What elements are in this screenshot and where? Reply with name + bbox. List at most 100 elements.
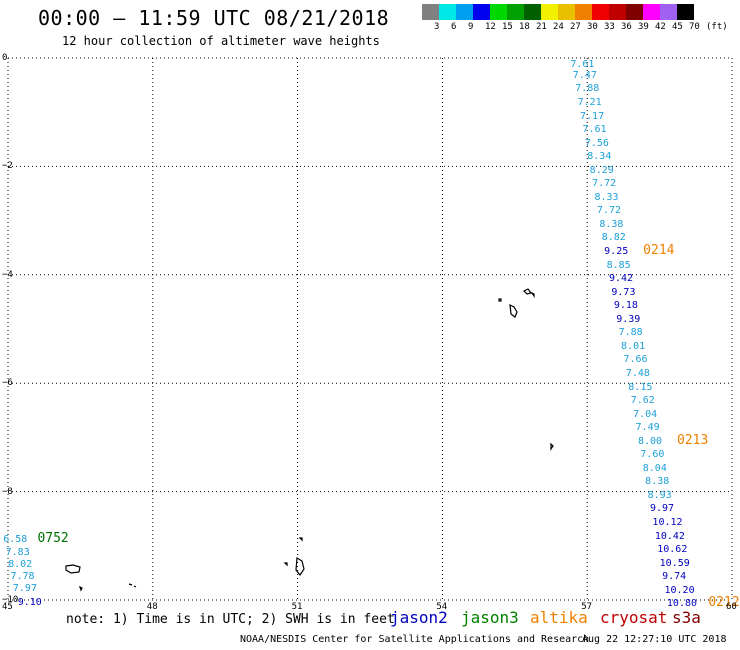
satellite-altika: altika bbox=[530, 608, 588, 627]
x-tick-label: 45 bbox=[2, 602, 13, 612]
wave-height-label: 7.88 bbox=[618, 327, 643, 339]
wave-height-label: 7.49 bbox=[635, 422, 660, 434]
wave-height-label: 7.17 bbox=[580, 110, 605, 122]
island-mahe bbox=[509, 303, 518, 318]
legend-swatch bbox=[677, 4, 694, 20]
wave-height-label: 7.47 bbox=[572, 69, 597, 81]
legend-label: 12 bbox=[485, 22, 496, 32]
wave-height-label: 9.25 bbox=[604, 246, 629, 258]
wave-height-label: 8.01 bbox=[621, 340, 646, 352]
x-tick-label: 54 bbox=[436, 602, 448, 612]
x-tick-label: 48 bbox=[146, 602, 158, 612]
legend-swatch bbox=[643, 4, 660, 20]
wave-height-label: 10.59 bbox=[659, 557, 690, 569]
legend-swatch bbox=[490, 4, 507, 20]
wave-height-label: 9.42 bbox=[608, 273, 634, 285]
legend-label: 3 bbox=[434, 22, 440, 32]
y-tick-label: 0 bbox=[2, 53, 8, 63]
legend-swatch bbox=[575, 4, 592, 20]
wave-height-label: 10.12 bbox=[652, 517, 683, 529]
legend-swatch bbox=[592, 4, 609, 20]
island-farquhar bbox=[295, 556, 305, 577]
legend-swatch bbox=[439, 4, 456, 20]
pass-time-label: 0213 bbox=[676, 432, 709, 448]
satellite-jason2: jason2 bbox=[390, 608, 448, 627]
legend-label: 27 bbox=[570, 22, 581, 32]
wave-height-label: 8.85 bbox=[606, 259, 631, 271]
y-tick-label: −4 bbox=[2, 269, 13, 280]
legend-swatch bbox=[524, 4, 541, 20]
wave-height-label: 10.80 bbox=[666, 598, 698, 610]
legend-swatch bbox=[558, 4, 575, 20]
legend-label: 21 bbox=[536, 22, 547, 32]
wave-height-label: 7.61 bbox=[570, 59, 595, 71]
wave-height-label: 7.04 bbox=[633, 408, 658, 420]
wave-height-label: 7.78 bbox=[10, 571, 35, 583]
legend-swatch bbox=[609, 4, 626, 20]
wave-height-label: 7.56 bbox=[584, 137, 609, 149]
x-tick-label: 51 bbox=[291, 602, 303, 612]
legend-label: 36 bbox=[621, 22, 632, 32]
legend-swatch bbox=[660, 4, 677, 20]
pass-time-label: 0214 bbox=[643, 243, 675, 259]
pass-time-label: 0212 bbox=[708, 595, 740, 611]
y-tick-label: −2 bbox=[2, 161, 13, 172]
wave-height-label: 8.82 bbox=[601, 232, 626, 244]
wave-height-label: 8.38 bbox=[599, 218, 624, 230]
x-tick-label: 57 bbox=[581, 602, 593, 612]
generated-timestamp: Aug 22 12:27:10 UTC 2018 bbox=[582, 634, 727, 645]
wave-height-label: 9.74 bbox=[662, 571, 687, 583]
wave-height-label: 7.21 bbox=[577, 96, 602, 108]
island-cosmoledo bbox=[128, 583, 137, 588]
wave-height-label: 9.18 bbox=[613, 300, 638, 312]
wave-height-label: 6.58 bbox=[3, 534, 28, 546]
wave-height-label: 8.29 bbox=[589, 164, 614, 176]
legend-label: 15 bbox=[502, 22, 513, 32]
wave-height-label: 9.73 bbox=[611, 286, 636, 298]
legend-swatch bbox=[422, 4, 439, 20]
legend-label: 9 bbox=[468, 22, 474, 32]
legend-label: 45 bbox=[672, 22, 683, 32]
wave-height-label: 8.34 bbox=[587, 151, 612, 163]
legend-label: 18 bbox=[519, 22, 530, 32]
wave-height-label: 7.66 bbox=[623, 354, 648, 366]
legend-label: 6 bbox=[451, 22, 457, 32]
wave-height-label: 9.10 bbox=[17, 596, 42, 608]
island-aldabra bbox=[65, 564, 81, 574]
wave-height-label: 7.60 bbox=[640, 449, 665, 461]
legend-label: (ft) bbox=[706, 22, 728, 32]
legend-swatch bbox=[626, 4, 643, 20]
legend-swatch bbox=[507, 4, 524, 20]
color-legend bbox=[422, 4, 694, 20]
wave-height-label: 7.72 bbox=[596, 205, 621, 217]
wave-height-label: 7.48 bbox=[625, 367, 650, 379]
wave-height-label: 7.72 bbox=[592, 178, 617, 190]
legend-label: 33 bbox=[604, 22, 615, 32]
island-providence bbox=[283, 562, 288, 567]
wave-height-label: 8.38 bbox=[645, 476, 670, 488]
legend-label: 30 bbox=[587, 22, 598, 32]
credit-line: NOAA/NESDIS Center for Satellite Applica… bbox=[240, 634, 590, 645]
wave-height-label: 9.97 bbox=[650, 503, 675, 515]
wave-height-label: 8.15 bbox=[628, 381, 653, 393]
wave-height-label: 8.33 bbox=[594, 191, 619, 203]
satellite-jason3: jason3 bbox=[461, 608, 519, 627]
wave-height-label: 8.00 bbox=[637, 435, 663, 447]
legend-swatch bbox=[541, 4, 558, 20]
wave-height-label: 8.02 bbox=[8, 558, 33, 570]
legend-swatch bbox=[456, 4, 473, 20]
island-la-digue bbox=[530, 291, 535, 298]
legend-label: 42 bbox=[655, 22, 666, 32]
y-tick-label: −10 bbox=[2, 595, 19, 605]
legend-label: 24 bbox=[553, 22, 564, 32]
wave-height-label: 7.61 bbox=[582, 124, 607, 136]
island-platte bbox=[550, 442, 554, 451]
chart-title: 00:00 – 11:59 UTC 08/21/2018 bbox=[38, 6, 390, 30]
wave-height-label: 10.20 bbox=[664, 584, 695, 596]
legend-label: 39 bbox=[638, 22, 649, 32]
island-silhouette bbox=[498, 298, 502, 302]
wave-height-label: 9.39 bbox=[616, 313, 641, 325]
wave-height-label: 8.93 bbox=[647, 489, 672, 501]
satellite-cryosat: cryosat bbox=[600, 608, 668, 627]
